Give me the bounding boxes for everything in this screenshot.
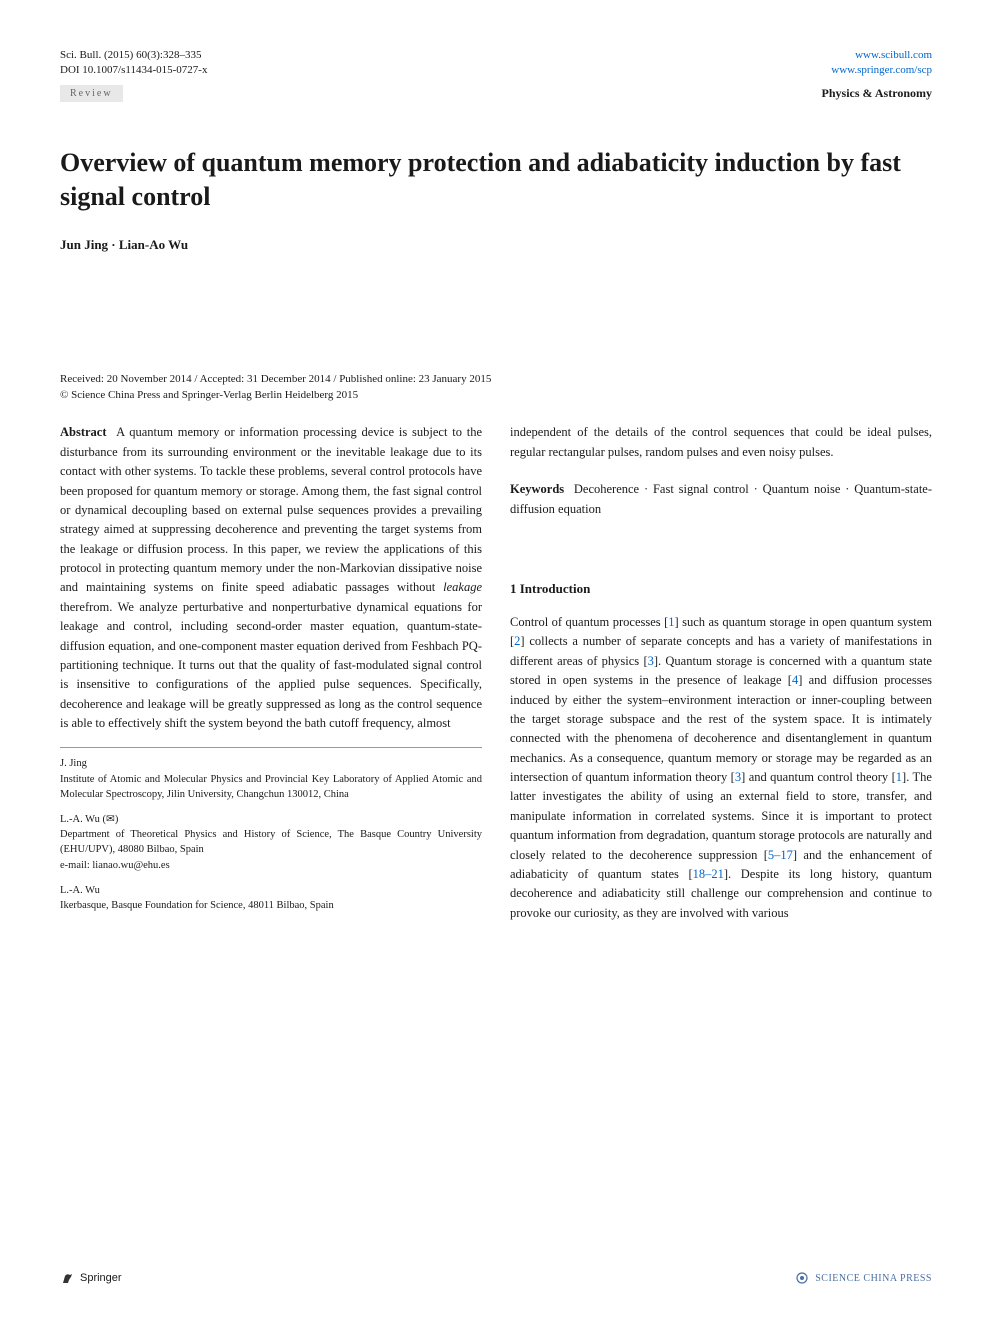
received-line: Received: 20 November 2014 / Accepted: 3… [60,373,932,385]
aff3-text: Ikerbasque, Basque Foundation for Scienc… [60,898,482,913]
springer-logo: Springer [60,1270,122,1286]
scp-icon [795,1271,809,1285]
aff1-name: J. Jing [60,756,482,771]
copyright-line: © Science China Press and Springer-Verla… [60,389,932,401]
aff2-email: e-mail: lianao.wu@ehu.es [60,858,482,873]
aff3-name: L.-A. Wu [60,883,482,898]
authors: Jun Jing · Lian-Ao Wu [60,237,932,253]
affiliation-3: L.-A. Wu Ikerbasque, Basque Foundation f… [60,883,482,913]
affiliation-1: J. Jing Institute of Atomic and Molecula… [60,756,482,802]
intro-t5: ] and diffusion processes induced by eit… [510,673,932,784]
aff2-name: L.-A. Wu (✉) [60,812,482,827]
intro-t6: ] and quantum control theory [ [741,770,896,784]
aff1-text: Institute of Atomic and Molecular Physic… [60,772,482,802]
scibull-link[interactable]: www.scibull.com [855,49,932,61]
affiliations-block: J. Jing Institute of Atomic and Molecula… [60,747,482,913]
affiliation-2: L.-A. Wu (✉) Department of Theoretical P… [60,812,482,873]
scp-text: SCIENCE CHINA PRESS [815,1273,932,1284]
intro-t1: Control of quantum processes [ [510,615,668,629]
keywords-label: Keywords [510,482,564,496]
keywords-paragraph: Keywords Decoherence · Fast signal contr… [510,480,932,519]
scp-logo: SCIENCE CHINA PRESS [795,1271,932,1285]
intro-heading: 1 Introduction [510,579,932,599]
review-pill: Review [60,85,123,102]
abstract-continuation: independent of the details of the contro… [510,423,932,462]
journal-ref: Sci. Bull. (2015) 60(3):328–335 [60,48,207,63]
springer-text: Springer [80,1272,122,1284]
article-title: Overview of quantum memory protection an… [60,146,932,214]
two-column-body: Abstract A quantum memory or information… [60,423,932,923]
aff2-text: Department of Theoretical Physics and Hi… [60,827,482,857]
section-label: Physics & Astronomy [822,86,932,101]
doi: DOI 10.1007/s11434-015-0727-x [60,63,207,78]
springer-link[interactable]: www.springer.com/scp [831,64,932,76]
page-header: Sci. Bull. (2015) 60(3):328–335 DOI 10.1… [60,48,932,79]
abstract-text-1: A quantum memory or information processi… [60,425,482,594]
header-left: Sci. Bull. (2015) 60(3):328–335 DOI 10.1… [60,48,207,79]
keywords-text: Decoherence · Fast signal control · Quan… [510,482,932,515]
ref-18-21[interactable]: 18–21 [693,867,724,881]
page-footer: Springer SCIENCE CHINA PRESS [60,1270,932,1286]
abstract-label: Abstract [60,425,107,439]
right-column: independent of the details of the contro… [510,423,932,923]
header-right: www.scibull.com www.springer.com/scp [831,48,932,79]
abstract-text-1b: therefrom. We analyze perturbative and n… [60,600,482,730]
review-row: Review Physics & Astronomy [60,85,932,102]
ref-5-17[interactable]: 5–17 [768,848,793,862]
intro-paragraph: Control of quantum processes [1] such as… [510,613,932,923]
abstract-paragraph: Abstract A quantum memory or information… [60,423,482,733]
springer-horse-icon [60,1270,76,1286]
leakage-italic: leakage [443,580,482,594]
left-column: Abstract A quantum memory or information… [60,423,482,923]
